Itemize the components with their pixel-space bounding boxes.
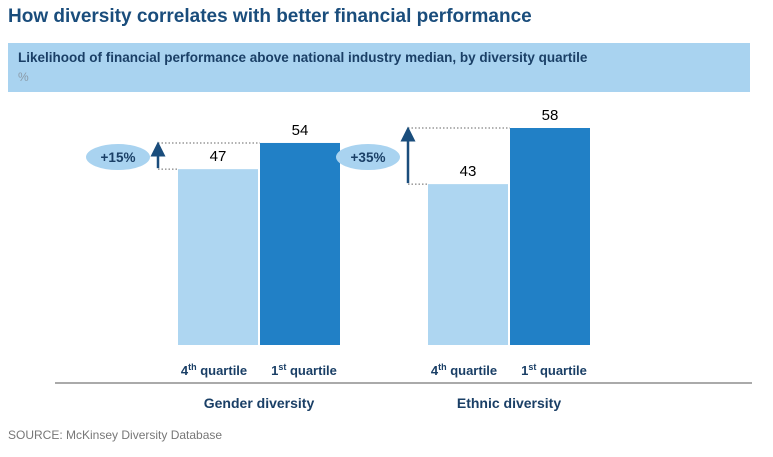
uplift-badge xyxy=(336,144,400,171)
uplift-badge xyxy=(86,144,150,171)
uplift-label: +35% xyxy=(351,150,386,165)
value-label: 58 xyxy=(542,107,559,124)
bar-4th-quartile xyxy=(178,169,258,345)
category-label: Gender diversity xyxy=(204,395,315,411)
page-title: How diversity correlates with better fin… xyxy=(8,6,532,27)
quartile-label: 4th quartile xyxy=(431,362,497,378)
unit-label: % xyxy=(18,70,29,84)
bar-4th-quartile xyxy=(428,184,508,345)
chart-subtitle: Likelihood of financial performance abov… xyxy=(18,50,588,65)
quartile-label: 1st quartile xyxy=(521,362,587,378)
uplift-label: +15% xyxy=(101,150,136,165)
quartile-label: 1st quartile xyxy=(271,362,337,378)
value-label: 47 xyxy=(210,148,227,165)
bar-1st-quartile xyxy=(260,142,340,345)
quartile-label: 4th quartile xyxy=(181,362,247,378)
subtitle-banner: Likelihood of financial performance abov… xyxy=(8,43,750,92)
source-note: SOURCE: McKinsey Diversity Database xyxy=(8,428,223,442)
category-label: Ethnic diversity xyxy=(457,395,561,411)
value-label: 43 xyxy=(460,163,477,180)
value-label: 54 xyxy=(292,122,309,139)
bar-1st-quartile xyxy=(510,128,590,345)
bar-chart: 47 54 +15% 4th quartile 1st quartile Gender d… xyxy=(55,107,752,411)
